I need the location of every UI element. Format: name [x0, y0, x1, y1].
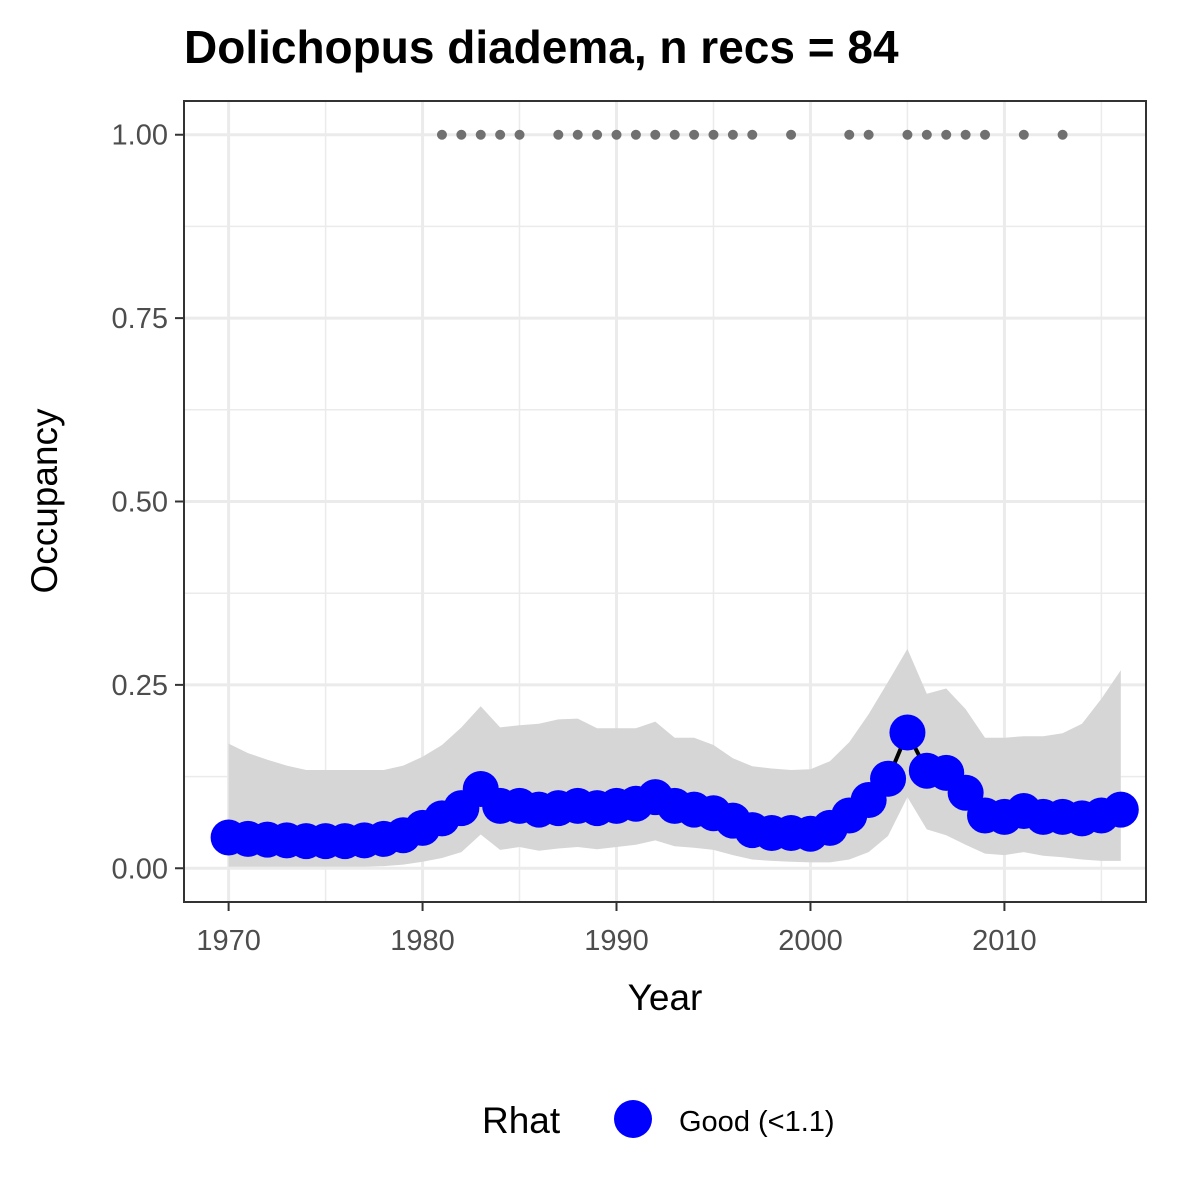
- legend-title: Rhat: [482, 1100, 561, 1141]
- record-point: [476, 130, 486, 140]
- record-point: [592, 130, 602, 140]
- record-point: [437, 130, 447, 140]
- record-point: [786, 130, 796, 140]
- y-tick-label: 0.75: [112, 303, 168, 335]
- x-tick-label: 1970: [196, 925, 261, 957]
- record-point: [728, 130, 738, 140]
- x-axis-title: Year: [628, 977, 703, 1018]
- record-point: [573, 130, 583, 140]
- record-point: [612, 130, 622, 140]
- record-point: [941, 130, 951, 140]
- record-point: [650, 130, 660, 140]
- record-point: [902, 130, 912, 140]
- occupancy-point: [1103, 792, 1139, 828]
- record-point: [1058, 130, 1068, 140]
- record-point: [864, 130, 874, 140]
- x-axis: 1970 1980 1990 2000 2010: [196, 902, 1036, 957]
- x-tick-label: 2000: [778, 925, 843, 957]
- y-tick-label: 0.25: [112, 670, 168, 702]
- y-tick-label: 0.50: [112, 487, 168, 519]
- record-point: [553, 130, 563, 140]
- record-point: [456, 130, 466, 140]
- occupancy-point: [870, 761, 906, 797]
- record-point: [1019, 130, 1029, 140]
- record-point: [495, 130, 505, 140]
- legend-label-good: Good (<1.1): [679, 1106, 835, 1138]
- record-point: [670, 130, 680, 140]
- record-point: [515, 130, 525, 140]
- legend-key-good: [614, 1100, 652, 1138]
- x-tick-label: 1980: [390, 925, 455, 957]
- y-tick-label: 1.00: [112, 120, 168, 152]
- x-tick-label: 2010: [972, 925, 1037, 957]
- y-axis-title: Occupancy: [24, 408, 65, 594]
- record-point: [689, 130, 699, 140]
- occupancy-point: [889, 715, 925, 751]
- record-point: [844, 130, 854, 140]
- record-point: [631, 130, 641, 140]
- record-point: [747, 130, 757, 140]
- legend: Rhat Good (<1.1): [482, 1100, 835, 1141]
- record-point: [922, 130, 932, 140]
- record-point: [980, 130, 990, 140]
- x-tick-label: 1990: [584, 925, 649, 957]
- y-axis: 0.00 0.25 0.50 0.75 1.00: [112, 120, 184, 886]
- record-point: [708, 130, 718, 140]
- record-point: [961, 130, 971, 140]
- chart-title: Dolichopus diadema, n recs = 84: [184, 21, 899, 73]
- y-tick-label: 0.00: [112, 853, 168, 885]
